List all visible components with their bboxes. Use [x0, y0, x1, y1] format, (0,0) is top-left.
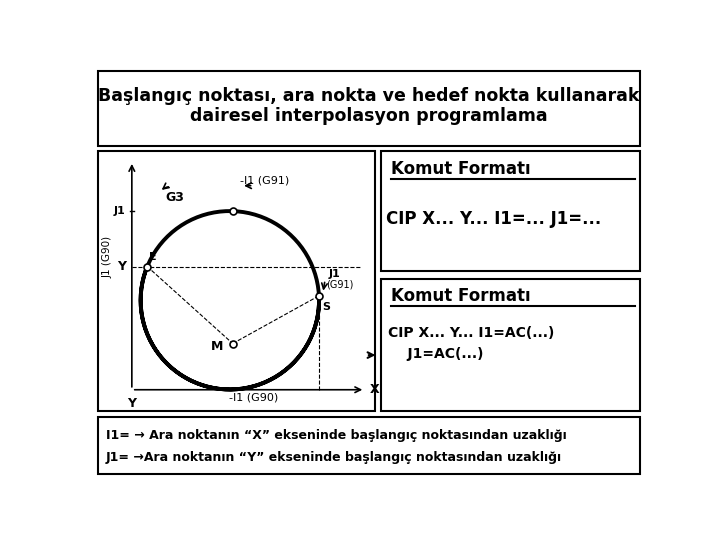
- Text: J1: J1: [114, 206, 126, 216]
- Text: X: X: [370, 383, 379, 396]
- FancyBboxPatch shape: [98, 417, 640, 475]
- Text: I1= → Ara noktanın “X” ekseninde başlangıç noktasından uzaklığı: I1= → Ara noktanın “X” ekseninde başlang…: [106, 429, 567, 442]
- Text: CIP X... Y... I1=AC(...): CIP X... Y... I1=AC(...): [388, 326, 554, 340]
- FancyBboxPatch shape: [382, 151, 640, 271]
- FancyBboxPatch shape: [98, 151, 375, 411]
- Text: Başlangıç noktası, ara nokta ve hedef nokta kullanarak: Başlangıç noktası, ara nokta ve hedef no…: [99, 86, 639, 105]
- FancyBboxPatch shape: [98, 71, 640, 146]
- Text: dairesel interpolasyon programlama: dairesel interpolasyon programlama: [190, 106, 548, 125]
- Text: S: S: [322, 302, 330, 312]
- Text: J1=AC(...): J1=AC(...): [388, 347, 484, 361]
- Text: M: M: [211, 340, 223, 353]
- Text: E: E: [149, 252, 156, 262]
- Text: G3: G3: [166, 191, 184, 204]
- FancyBboxPatch shape: [382, 279, 640, 411]
- Text: Y: Y: [127, 397, 136, 410]
- Text: (G91): (G91): [326, 279, 354, 289]
- Text: Komut Formatı: Komut Formatı: [390, 287, 530, 305]
- Text: -I1 (G90): -I1 (G90): [229, 393, 278, 402]
- Text: J1= →Ara noktanın “Y” ekseninde başlangıç noktasından uzaklığı: J1= →Ara noktanın “Y” ekseninde başlangı…: [106, 451, 562, 464]
- Text: -I1 (G91): -I1 (G91): [240, 176, 289, 185]
- Text: CIP X... Y... I1=... J1=...: CIP X... Y... I1=... J1=...: [386, 210, 601, 228]
- Text: J1 (G90): J1 (G90): [102, 236, 112, 278]
- Text: Komut Formatı: Komut Formatı: [390, 160, 530, 178]
- Text: Y: Y: [117, 260, 126, 273]
- Text: J1: J1: [329, 269, 341, 279]
